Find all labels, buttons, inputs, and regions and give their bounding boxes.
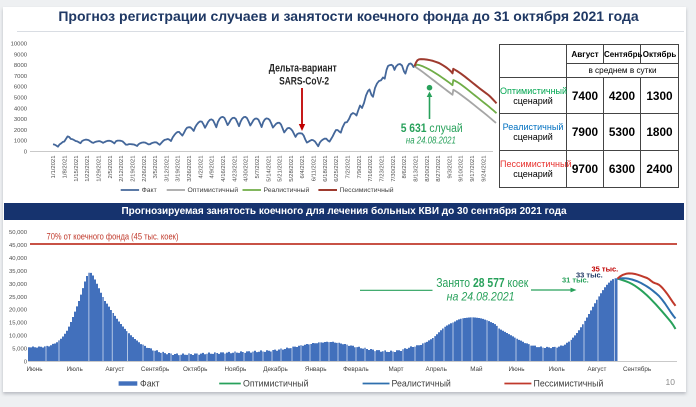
svg-text:Занято 28 577 коек: Занято 28 577 коек bbox=[436, 276, 528, 290]
svg-text:6/4/2021: 6/4/2021 bbox=[300, 156, 306, 179]
svg-text:33 тыс.: 33 тыс. bbox=[576, 271, 603, 280]
svg-text:1/1/2021: 1/1/2021 bbox=[51, 156, 57, 179]
svg-text:7000: 7000 bbox=[14, 74, 28, 80]
svg-text:Сентябрь: Сентябрь bbox=[623, 365, 652, 373]
svg-text:Факт: Факт bbox=[142, 187, 157, 194]
svg-text:45,000: 45,000 bbox=[9, 243, 28, 249]
svg-text:9000: 9000 bbox=[14, 52, 28, 58]
svg-text:7/9/2021: 7/9/2021 bbox=[357, 156, 363, 179]
svg-text:3000: 3000 bbox=[14, 117, 28, 123]
svg-text:Оптимистичный: Оптимистичный bbox=[188, 186, 239, 194]
svg-text:8/20/2021: 8/20/2021 bbox=[425, 156, 431, 182]
svg-text:2/5/2021: 2/5/2021 bbox=[108, 156, 114, 179]
svg-text:4/30/2021: 4/30/2021 bbox=[244, 156, 250, 182]
svg-text:0: 0 bbox=[24, 360, 28, 366]
svg-text:50,000: 50,000 bbox=[9, 230, 28, 236]
svg-text:Факт: Факт bbox=[140, 378, 160, 388]
svg-text:Июль: Июль bbox=[67, 366, 84, 373]
svg-text:Январь: Январь bbox=[305, 366, 327, 373]
svg-text:6/25/2021: 6/25/2021 bbox=[334, 156, 340, 182]
svg-text:35,000: 35,000 bbox=[9, 269, 28, 275]
svg-text:8/27/2021: 8/27/2021 bbox=[436, 156, 442, 182]
svg-text:9/3/2021: 9/3/2021 bbox=[447, 156, 453, 179]
svg-text:Сентябрь: Сентябрь bbox=[141, 365, 170, 373]
svg-text:1/8/2021: 1/8/2021 bbox=[63, 156, 69, 179]
svg-text:2/26/2021: 2/26/2021 bbox=[142, 156, 148, 182]
svg-text:7/23/2021: 7/23/2021 bbox=[380, 156, 386, 182]
svg-text:0: 0 bbox=[24, 150, 28, 156]
svg-text:Пессимистичный: Пессимистичный bbox=[534, 378, 604, 388]
svg-text:30,000: 30,000 bbox=[9, 282, 28, 288]
svg-text:4/23/2021: 4/23/2021 bbox=[232, 155, 238, 181]
svg-text:2000: 2000 bbox=[14, 128, 28, 134]
svg-text:15,000: 15,000 bbox=[9, 321, 28, 327]
svg-text:3/12/2021: 3/12/2021 bbox=[164, 156, 170, 182]
svg-text:10,000: 10,000 bbox=[9, 334, 28, 340]
svg-text:31 тыс.: 31 тыс. bbox=[562, 276, 589, 285]
svg-text:8/13/2021: 8/13/2021 bbox=[413, 156, 419, 182]
svg-text:5,000: 5,000 bbox=[12, 347, 27, 353]
svg-text:6/18/2021: 6/18/2021 bbox=[323, 156, 329, 182]
svg-text:Март: Март bbox=[388, 366, 403, 373]
svg-text:40,000: 40,000 bbox=[9, 256, 28, 262]
svg-text:на 24.08.2021: на 24.08.2021 bbox=[406, 135, 456, 146]
svg-text:8/6/2021: 8/6/2021 bbox=[402, 156, 408, 179]
svg-text:Апрель: Апрель bbox=[426, 366, 448, 373]
svg-text:70% от коечного фонда (45 тыс.: 70% от коечного фонда (45 тыс. коек) bbox=[47, 232, 179, 242]
svg-text:3/5/2021: 3/5/2021 bbox=[153, 156, 159, 179]
svg-text:на 24.08.2021: на 24.08.2021 bbox=[447, 290, 515, 304]
svg-text:5/21/2021: 5/21/2021 bbox=[278, 156, 284, 182]
svg-text:1/15/2021: 1/15/2021 bbox=[74, 156, 80, 182]
svg-text:1/29/2021: 1/29/2021 bbox=[97, 156, 103, 182]
svg-text:4/2/2021: 4/2/2021 bbox=[198, 156, 204, 179]
svg-text:Реалистичный: Реалистичный bbox=[392, 378, 451, 388]
svg-text:Дельта-вариант: Дельта-вариант bbox=[269, 62, 337, 74]
svg-text:3/19/2021: 3/19/2021 bbox=[176, 156, 182, 182]
svg-text:1/22/2021: 1/22/2021 bbox=[85, 156, 91, 182]
svg-text:Ноябрь: Ноябрь bbox=[224, 365, 247, 373]
svg-text:Октябрь: Октябрь bbox=[183, 365, 208, 373]
svg-text:5/7/2021: 5/7/2021 bbox=[255, 156, 261, 179]
svg-text:Февраль: Февраль bbox=[343, 366, 369, 373]
svg-text:6000: 6000 bbox=[14, 85, 28, 91]
svg-text:Август: Август bbox=[587, 366, 606, 373]
svg-text:4000: 4000 bbox=[14, 106, 28, 112]
svg-text:5/28/2021: 5/28/2021 bbox=[289, 156, 295, 182]
svg-text:7/16/2021: 7/16/2021 bbox=[368, 156, 374, 182]
svg-text:Июнь: Июнь bbox=[508, 366, 525, 373]
svg-text:Реалистичный: Реалистичный bbox=[264, 186, 310, 194]
svg-text:9/17/2021: 9/17/2021 bbox=[470, 156, 476, 182]
svg-text:2/19/2021: 2/19/2021 bbox=[130, 156, 136, 182]
svg-text:7/2/2021: 7/2/2021 bbox=[346, 156, 352, 179]
svg-text:SARS-CoV-2: SARS-CoV-2 bbox=[279, 75, 329, 87]
svg-text:5000: 5000 bbox=[14, 96, 28, 102]
svg-text:5 631 случай: 5 631 случай bbox=[401, 123, 463, 135]
svg-text:4/16/2021: 4/16/2021 bbox=[221, 156, 227, 182]
svg-text:9/24/2021: 9/24/2021 bbox=[481, 156, 487, 182]
svg-text:Декабрь: Декабрь bbox=[263, 365, 288, 373]
svg-text:7/30/2021: 7/30/2021 bbox=[391, 156, 397, 182]
svg-text:35 тыс.: 35 тыс. bbox=[592, 265, 619, 274]
svg-text:Оптимистичный: Оптимистичный bbox=[243, 378, 309, 388]
svg-text:9/10/2021: 9/10/2021 bbox=[459, 156, 465, 182]
svg-text:1000: 1000 bbox=[14, 139, 28, 145]
svg-text:4/9/2021: 4/9/2021 bbox=[210, 156, 216, 179]
svg-text:8000: 8000 bbox=[14, 63, 28, 69]
svg-text:Май: Май bbox=[470, 365, 483, 373]
svg-text:10000: 10000 bbox=[11, 42, 28, 48]
svg-text:Июль: Июль bbox=[549, 366, 566, 373]
svg-text:Август: Август bbox=[105, 366, 124, 373]
svg-text:20,000: 20,000 bbox=[9, 308, 28, 314]
svg-text:5/14/2021: 5/14/2021 bbox=[266, 156, 272, 182]
svg-text:2/12/2021: 2/12/2021 bbox=[119, 156, 125, 182]
svg-text:3/26/2021: 3/26/2021 bbox=[187, 156, 193, 182]
svg-text:Пессимистичный: Пессимистичный bbox=[340, 186, 394, 194]
svg-text:6/11/2021: 6/11/2021 bbox=[312, 156, 318, 182]
svg-text:Июнь: Июнь bbox=[26, 366, 43, 373]
svg-text:25,000: 25,000 bbox=[9, 295, 28, 301]
